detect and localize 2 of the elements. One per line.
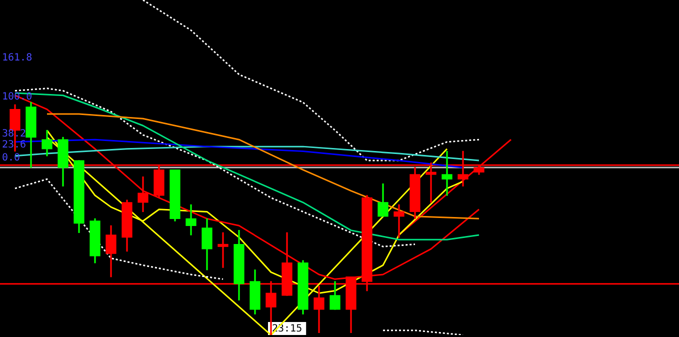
annotation: 0.0 xyxy=(2,152,20,164)
text: 161.8 xyxy=(2,52,32,64)
